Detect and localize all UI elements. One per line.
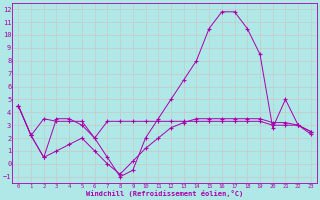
X-axis label: Windchill (Refroidissement éolien,°C): Windchill (Refroidissement éolien,°C) <box>86 190 243 197</box>
